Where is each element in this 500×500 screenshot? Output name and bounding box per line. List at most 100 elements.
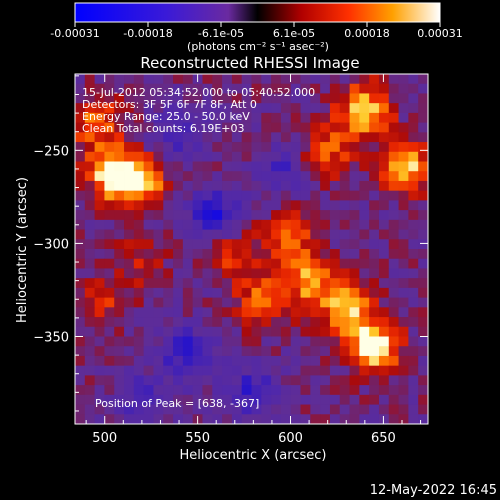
heatmap-cell bbox=[94, 132, 105, 143]
heatmap-cell bbox=[300, 355, 311, 367]
heatmap-cell bbox=[320, 210, 331, 221]
heatmap-cell bbox=[133, 249, 145, 260]
heatmap-cell bbox=[163, 132, 174, 143]
heatmap-cell bbox=[369, 180, 380, 192]
heatmap-cell bbox=[378, 83, 390, 94]
heatmap-cell bbox=[84, 200, 96, 211]
heatmap-cell bbox=[182, 74, 194, 85]
heatmap-cell bbox=[241, 132, 252, 143]
heatmap-cell bbox=[388, 239, 399, 250]
heatmap-cell bbox=[192, 355, 203, 367]
heatmap-cell bbox=[104, 229, 115, 240]
heatmap-cell bbox=[143, 210, 154, 221]
heatmap-cell bbox=[94, 190, 105, 201]
heatmap-cell bbox=[104, 142, 115, 153]
heatmap-cell bbox=[280, 297, 292, 308]
heatmap-cell bbox=[339, 278, 350, 289]
heatmap-cell bbox=[359, 297, 370, 308]
heatmap-cell bbox=[241, 365, 252, 376]
heatmap-cell bbox=[173, 268, 184, 279]
heatmap-cell bbox=[251, 239, 262, 250]
heatmap-cell bbox=[280, 180, 292, 192]
heatmap-cell bbox=[75, 239, 86, 250]
heatmap-cell bbox=[202, 239, 213, 250]
heatmap-cell bbox=[153, 122, 164, 133]
heatmap-cell bbox=[418, 326, 429, 337]
heatmap-cell bbox=[251, 83, 262, 94]
heatmap-cell bbox=[231, 375, 243, 386]
heatmap-cell bbox=[329, 229, 341, 240]
heatmap-cell bbox=[378, 132, 390, 143]
heatmap-cell bbox=[300, 385, 311, 396]
heatmap-cell bbox=[212, 355, 223, 367]
heatmap-cell bbox=[251, 151, 262, 162]
heatmap-cell bbox=[212, 74, 223, 85]
heatmap-cell bbox=[280, 385, 292, 396]
heatmap-cell bbox=[241, 336, 252, 347]
heatmap-cell bbox=[310, 394, 321, 405]
heatmap-cell bbox=[398, 142, 409, 153]
heatmap-cell bbox=[261, 268, 272, 279]
heatmap-cell bbox=[261, 365, 272, 376]
heatmap-cell bbox=[114, 326, 125, 337]
heatmap-cell bbox=[408, 317, 419, 328]
heatmap-cell bbox=[280, 375, 292, 386]
heatmap-cell bbox=[75, 93, 86, 104]
heatmap-cell bbox=[124, 219, 135, 230]
heatmap-cell bbox=[271, 93, 282, 104]
heatmap-cell bbox=[124, 365, 135, 376]
heatmap-cell bbox=[300, 171, 311, 182]
heatmap-cell bbox=[349, 151, 360, 162]
heatmap-cell bbox=[173, 161, 184, 172]
heatmap-cell bbox=[359, 103, 370, 114]
y-axis-label: Heliocentric Y (arcsec) bbox=[15, 177, 30, 323]
heatmap-cell bbox=[261, 326, 272, 337]
heatmap-cell bbox=[408, 385, 419, 396]
heatmap-cell bbox=[104, 151, 115, 162]
heatmap-cell bbox=[231, 180, 243, 192]
heatmap-cell bbox=[143, 375, 154, 386]
heatmap-cell bbox=[241, 190, 252, 201]
heatmap-cell bbox=[349, 336, 360, 347]
heatmap-cell bbox=[320, 239, 331, 250]
heatmap-cell bbox=[329, 200, 341, 211]
heatmap-cell bbox=[271, 200, 282, 211]
heatmap-cell bbox=[329, 112, 341, 124]
heatmap-cell bbox=[359, 249, 370, 260]
heatmap-cell bbox=[369, 112, 380, 124]
x-tick-label: 600 bbox=[278, 431, 303, 446]
heatmap-cell bbox=[408, 336, 419, 347]
heatmap-cell bbox=[182, 307, 194, 318]
heatmap-cell bbox=[231, 365, 243, 376]
heatmap-cell bbox=[143, 93, 154, 104]
heatmap-cell bbox=[398, 365, 409, 376]
heatmap-cell bbox=[349, 74, 360, 85]
heatmap-cell bbox=[202, 171, 213, 182]
heatmap-cell bbox=[359, 83, 370, 94]
heatmap-cell bbox=[290, 414, 301, 425]
heatmap-cell bbox=[290, 132, 301, 143]
heatmap-cell bbox=[153, 278, 164, 289]
heatmap-cell bbox=[173, 112, 184, 124]
heatmap-cell bbox=[94, 180, 105, 192]
heatmap-cell bbox=[241, 200, 252, 211]
heatmap-cell bbox=[378, 219, 390, 230]
heatmap-cell bbox=[173, 171, 184, 182]
heatmap-cell bbox=[398, 317, 409, 328]
heatmap-cell bbox=[339, 122, 350, 133]
heatmap-cell bbox=[369, 258, 380, 269]
heatmap-cell bbox=[163, 171, 174, 182]
heatmap-cell bbox=[418, 210, 429, 221]
heatmap-cell bbox=[300, 287, 311, 299]
heatmap-cell bbox=[182, 317, 194, 328]
heatmap-cell bbox=[143, 190, 154, 201]
heatmap-cell bbox=[320, 268, 331, 279]
heatmap-cell bbox=[300, 180, 311, 192]
heatmap-cell bbox=[231, 161, 243, 172]
heatmap-cell bbox=[280, 307, 292, 318]
heatmap-cell bbox=[388, 74, 399, 85]
heatmap-cell bbox=[359, 190, 370, 201]
heatmap-cell bbox=[212, 112, 223, 124]
heatmap-cell bbox=[222, 229, 233, 240]
heatmap-cell bbox=[104, 365, 115, 376]
